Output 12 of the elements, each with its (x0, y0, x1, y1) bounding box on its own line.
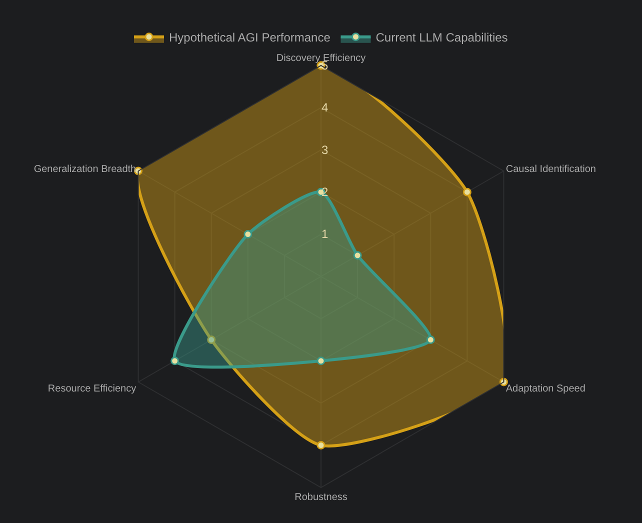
spoke-label: Discovery Efficiency (276, 53, 366, 64)
spoke-label: Robustness (294, 492, 348, 503)
legend-label: Current LLM Capabilities (376, 30, 508, 45)
y-tick-label: 3 (322, 142, 328, 157)
spoke-label: Causal Identification (506, 164, 596, 175)
spoke-label: Adaptation Speed (506, 383, 586, 394)
y-tick-label: 1 (322, 227, 328, 242)
y-tick-label: 2 (322, 185, 328, 199)
spoke-label: Resource Efficiency (48, 383, 136, 394)
spoke-label: Generalization Breadth (34, 164, 136, 175)
y-tick-label: 4 (322, 100, 328, 115)
legend-label: Hypothetical AGI Performance (169, 30, 331, 45)
